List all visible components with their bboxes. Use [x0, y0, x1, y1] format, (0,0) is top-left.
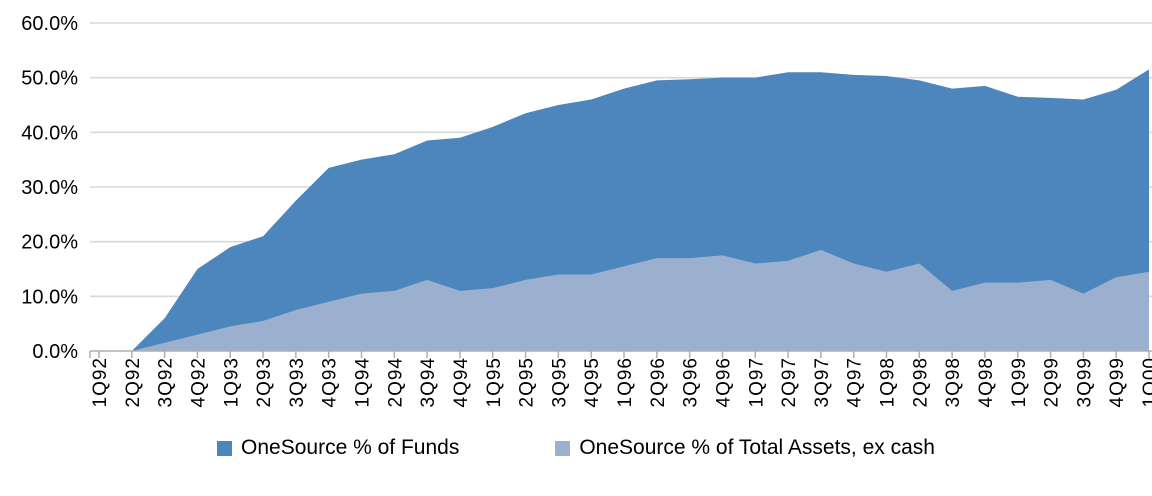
- x-axis-label: 4Q95: [582, 357, 603, 407]
- x-axis-label: 3Q94: [418, 357, 439, 407]
- x-axis-label: 3Q97: [812, 357, 833, 407]
- x-axis-label: 3Q92: [156, 357, 177, 407]
- legend-item-funds: OneSource % of Funds: [217, 436, 459, 460]
- x-axis-label: 1Q95: [484, 357, 505, 407]
- x-axis-label: 2Q97: [779, 357, 800, 407]
- x-axis-label: 2Q92: [123, 357, 144, 407]
- y-axis-label: 40.0%: [21, 122, 78, 144]
- legend: OneSource % of Funds OneSource % of Tota…: [0, 436, 1152, 460]
- y-axis-label: 50.0%: [21, 68, 78, 90]
- x-axis-label: 1Q99: [1009, 357, 1030, 407]
- x-axis-label: 4Q96: [713, 357, 734, 407]
- legend-label-funds: OneSource % of Funds: [241, 436, 460, 459]
- legend-swatch-assets-icon: [555, 440, 571, 456]
- y-axis-label: 10.0%: [21, 286, 78, 308]
- y-axis-label: 20.0%: [21, 232, 78, 254]
- x-axis-label: 2Q93: [254, 357, 275, 407]
- x-axis-label: 1Q94: [353, 357, 374, 407]
- x-axis-label: 4Q97: [845, 357, 866, 407]
- x-axis-label: 3Q95: [549, 357, 570, 407]
- x-axis-label: 1Q98: [878, 357, 899, 407]
- legend-swatch-funds-icon: [217, 440, 233, 456]
- area-assets: [99, 249, 1149, 351]
- x-axis-label: 4Q94: [451, 357, 472, 407]
- x-axis-label: 1Q92: [90, 357, 111, 407]
- y-axis-label: 30.0%: [21, 177, 78, 199]
- x-axis-label: 4Q98: [976, 357, 997, 407]
- y-axis-label: 0.0%: [32, 341, 78, 363]
- legend-item-assets: OneSource % of Total Assets, ex cash: [555, 436, 935, 460]
- x-axis-label: 4Q99: [1107, 357, 1128, 407]
- chart-plot-area: 0.0% 10.0% 20.0% 30.0% 40.0% 50.0% 60.0% 1Q92 2Q…: [21, 13, 1152, 407]
- x-axis-label: 2Q96: [648, 357, 669, 407]
- x-axis-label: 3Q96: [681, 357, 702, 407]
- x-axis-label: 1Q93: [221, 357, 242, 407]
- x-axis-label: 2Q94: [385, 357, 406, 407]
- x-axis-label: 1Q97: [746, 357, 767, 407]
- x-axis-label: 3Q99: [1074, 357, 1095, 407]
- x-axis-label: 2Q95: [517, 357, 538, 407]
- legend-label-assets: OneSource % of Total Assets, ex cash: [579, 436, 935, 459]
- x-axis-label: 1Q00: [1140, 357, 1152, 407]
- x-axis-label: 2Q99: [1042, 357, 1063, 407]
- x-axis-label: 4Q92: [188, 357, 209, 407]
- y-axis-label: 60.0%: [21, 13, 78, 35]
- x-axis-label: 1Q96: [615, 357, 636, 407]
- x-axis-label: 4Q93: [320, 357, 341, 407]
- x-axis-label: 3Q98: [943, 357, 964, 407]
- x-axis-label: 2Q98: [910, 357, 931, 407]
- x-axis-label: 3Q93: [287, 357, 308, 407]
